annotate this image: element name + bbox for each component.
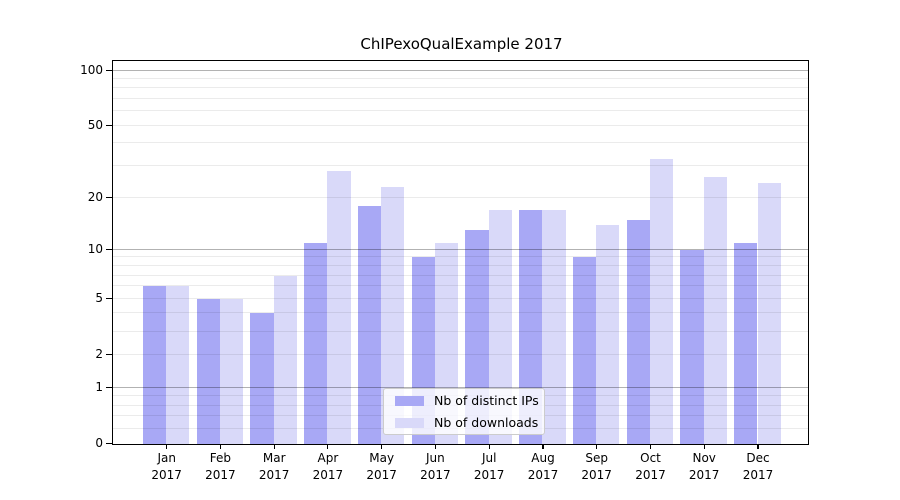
x-tick-label-apr: Apr 2017 — [312, 451, 344, 482]
x-tick-mark-dec — [757, 444, 759, 449]
gridline-100 — [113, 69, 808, 71]
y-tick-mark-10 — [106, 248, 113, 250]
x-tick-mark-nov — [703, 444, 705, 449]
y-tick-label-100: 100 — [80, 63, 103, 78]
x-tick-label-feb: Feb 2017 — [205, 451, 236, 482]
y-tick-label-50: 50 — [87, 118, 103, 133]
bar-downloads-jan — [166, 286, 190, 444]
bar-downloads-feb — [220, 298, 244, 444]
bar-downloads-may — [381, 186, 405, 444]
bar-downloads-dec — [757, 183, 781, 444]
bar-downloads-nov — [703, 177, 727, 444]
x-tick-label-oct: Oct 2017 — [635, 451, 666, 482]
x-tick-mark-apr — [327, 444, 329, 449]
x-tick-mark-sep — [596, 444, 598, 449]
x-tick-mark-jun — [434, 444, 436, 449]
x-tick-label-mar: Mar 2017 — [258, 451, 290, 482]
y-tick-label-20: 20 — [87, 190, 103, 204]
y-tick-mark-100 — [106, 69, 113, 71]
legend-label-downloads: Nb of downloads — [434, 414, 539, 430]
legend-item-downloads: Nb of downloads — [384, 412, 544, 434]
x-tick-label-jun: Jun 2017 — [420, 451, 451, 482]
x-tick-label-may: May 2017 — [366, 451, 397, 482]
bar-ips-sep — [572, 257, 597, 444]
x-tick-label-sep: Sep 2017 — [581, 451, 612, 482]
y-tick-label-5: 5 — [95, 291, 103, 306]
x-tick-label-nov: Nov 2017 — [688, 451, 720, 482]
legend-label-distinct-ips: Nb of distinct IPs — [434, 392, 539, 408]
y-tick-mark-5 — [106, 297, 113, 299]
gridline-60 — [113, 110, 808, 112]
gridline-90 — [113, 78, 808, 79]
bar-ips-nov — [680, 249, 704, 444]
bar-ips-may — [357, 205, 382, 444]
gridline-30 — [113, 165, 808, 166]
legend-swatch-downloads — [395, 417, 424, 428]
bar-ips-feb — [196, 298, 220, 444]
gridline-70 — [113, 98, 808, 100]
gridline-40 — [113, 142, 808, 144]
gridline-50 — [113, 124, 808, 126]
bar-ips-apr — [304, 242, 328, 444]
y-tick-label-2: 2 — [95, 347, 103, 362]
x-tick-label-jan: Jan 2017 — [151, 451, 182, 482]
bar-ips-jan — [142, 286, 167, 444]
y-tick-label-1: 1 — [95, 380, 103, 394]
bar-downloads-aug — [542, 209, 566, 444]
x-tick-mark-jan — [166, 444, 168, 449]
y-tick-mark-20 — [106, 196, 113, 198]
x-tick-mark-aug — [542, 444, 544, 449]
bar-ips-oct — [626, 219, 650, 444]
y-tick-label-0: 0 — [95, 436, 103, 450]
bar-downloads-mar — [273, 275, 297, 444]
plot-area — [112, 59, 809, 445]
x-tick-mark-mar — [273, 444, 275, 449]
x-tick-mark-jul — [488, 444, 490, 449]
x-tick-label-jul: Jul 2017 — [473, 451, 505, 482]
bar-downloads-sep — [596, 224, 620, 444]
x-tick-label-aug: Aug 2017 — [527, 451, 559, 482]
x-tick-label-dec: Dec 2017 — [742, 451, 774, 482]
x-tick-mark-may — [381, 444, 383, 449]
y-tick-mark-0 — [106, 442, 113, 444]
x-tick-mark-feb — [219, 444, 221, 449]
x-tick-mark-oct — [649, 444, 652, 449]
y-tick-label-10: 10 — [87, 242, 103, 257]
bar-ips-aug — [519, 209, 543, 444]
legend-swatch-distinct-ips — [395, 395, 424, 406]
bar-downloads-jul — [488, 209, 512, 444]
legend: Nb of distinct IPs Nb of downloads — [383, 388, 545, 435]
bar-ips-dec — [734, 242, 758, 444]
bar-downloads-oct — [650, 158, 674, 444]
bar-downloads-apr — [327, 171, 351, 444]
y-tick-mark-1 — [106, 386, 113, 388]
y-tick-mark-50 — [106, 124, 113, 126]
chart-title: ChIPexoQualExample 2017 — [360, 35, 563, 53]
legend-item-distinct-ips: Nb of distinct IPs — [384, 390, 544, 412]
y-tick-mark-2 — [106, 353, 113, 355]
gridline-80 — [113, 87, 808, 89]
bar-ips-mar — [250, 313, 274, 444]
